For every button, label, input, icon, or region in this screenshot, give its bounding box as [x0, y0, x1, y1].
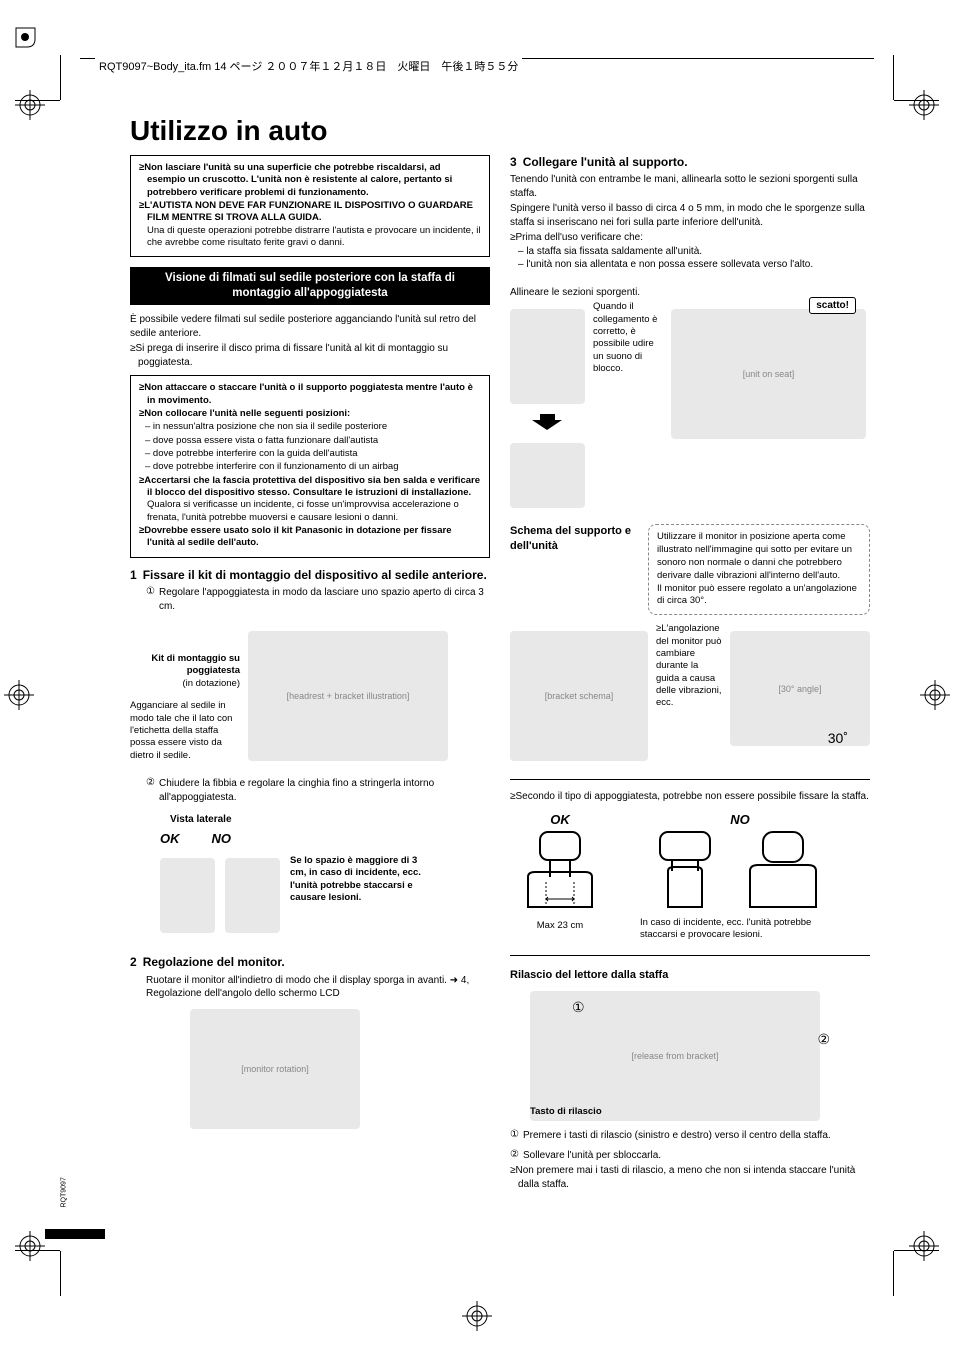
section-header: Visione di filmati sul sedile posteriore…	[130, 267, 490, 305]
down-arrow-icon	[510, 412, 585, 432]
warn-subitem: – dove possa essere vista o fatta funzio…	[139, 435, 481, 447]
warn-subitem: – dove potrebbe interferire con la guida…	[139, 448, 481, 460]
step-title: Fissare il kit di montaggio del disposit…	[143, 568, 487, 582]
warn-item: ≥Non lasciare l'unità su una superficie …	[139, 162, 481, 199]
warning-box-positions: ≥Non attaccare o staccare l'unità o il s…	[130, 375, 490, 557]
headrest-warning: In caso di incidente, ecc. l'unità potre…	[640, 917, 840, 942]
page-number: 14	[85, 1213, 98, 1227]
registration-mark	[909, 1231, 939, 1261]
release-button-label: Tasto di rilascio	[530, 1106, 602, 1117]
figure-align-closeup	[510, 443, 585, 508]
doc-code: RQT9097	[61, 1177, 68, 1207]
step-body: Ruotare il monitor all'indietro di modo …	[130, 974, 490, 1001]
warn-item: ≥Accertarsi che la fascia protettiva del…	[139, 475, 481, 524]
registration-mark	[462, 1301, 492, 1331]
page-title: Utilizzo in auto	[130, 115, 870, 147]
substep-text: Chiudere la fibbia e regolare la cinghia…	[159, 777, 490, 804]
registration-mark	[15, 90, 45, 120]
figure-schema: [bracket schema]	[510, 631, 648, 761]
warn-item: ≥Dovrebbe essere usato solo il kit Panas…	[139, 525, 481, 550]
step-number: 3	[510, 155, 517, 169]
no-label: NO	[212, 831, 232, 846]
headrest-note: ≥Secondo il tipo di appoggiatesta, potre…	[510, 790, 870, 804]
warn-item: ≥L'AUTISTA NON DEVE FAR FUNZIONARE IL DI…	[139, 200, 481, 249]
warn-subitem: – dove potrebbe interferire con il funzi…	[139, 461, 481, 473]
schema-label: Schema del supporto e dell'unità	[510, 524, 640, 554]
warn-item: ≥Non collocare l'unità nelle seguenti po…	[139, 408, 481, 420]
registration-mark	[4, 680, 34, 710]
release-note: ≥Non premere mai i tasti di rilascio, a …	[510, 1164, 870, 1191]
substep-text: Regolare l'appoggiatesta in modo da lasc…	[159, 586, 490, 613]
ok-label: OK	[510, 812, 610, 827]
ok-label: OK	[160, 831, 180, 846]
substep-number: ①	[510, 1129, 519, 1145]
no-label: NO	[640, 812, 840, 827]
warn-item: ≥Non attaccare o staccare l'unità o il s…	[139, 382, 481, 407]
registration-mark	[15, 1231, 45, 1261]
hook-caption: Agganciare al sedile in modo tale che il…	[130, 700, 240, 762]
substep-number: ②	[510, 1149, 519, 1165]
figure-ok-gap	[160, 858, 215, 933]
registration-mark	[909, 90, 939, 120]
substep-number: ①	[146, 586, 155, 615]
check-intro: ≥Prima dell'uso verificare che:	[510, 231, 870, 245]
check-item: – la staffa sia fissata saldamente all'u…	[510, 245, 870, 259]
release-marker-1: ①	[572, 999, 585, 1016]
click-label: scatto!	[809, 297, 856, 314]
intro-note: ≥Si prega di inserire il disco prima di …	[130, 342, 490, 369]
side-view-label: Vista laterale	[170, 814, 490, 825]
step-body: Tenendo l'unità con entrambe le mani, al…	[510, 173, 870, 200]
intro-text: È possibile vedere filmati sul sedile po…	[130, 313, 490, 340]
figure-headrest-no2	[738, 827, 828, 917]
angle-value: 30˚	[828, 730, 848, 746]
page-sub-number: 86	[90, 1232, 98, 1239]
click-caption: Quando il collegamento è corretto, è pos…	[593, 301, 663, 445]
step-number: 1	[130, 568, 137, 582]
figure-align-detail	[510, 309, 585, 404]
step-title: Regolazione del monitor.	[143, 955, 285, 969]
figure-no-gap	[225, 858, 280, 933]
figure-headrest-no1	[640, 827, 730, 917]
release-step: Premere i tasti di rilascio (sinistro e …	[523, 1129, 831, 1143]
kit-label: Kit di montaggio su poggiatesta	[151, 653, 240, 676]
figure-angle: [30° angle]	[730, 631, 870, 746]
figure-monitor-rotate: [monitor rotation]	[190, 1009, 360, 1129]
header-meta: RQT9097~Body_ita.fm 14 ページ ２００７年１２月１８日 火…	[95, 58, 522, 74]
gap-warning: Se lo spazio è maggiore di 3 cm, in caso…	[290, 855, 435, 904]
release-marker-2: ②	[817, 1031, 830, 1048]
step-title: Collegare l'unità al supporto.	[523, 155, 688, 169]
corner-decoration	[15, 27, 45, 57]
figure-headrest-ok	[510, 827, 610, 917]
warn-subitem: – in nessun'altra posizione che non sia …	[139, 421, 481, 433]
registration-mark	[920, 680, 950, 710]
figure-seat-mounted: [unit on seat]	[671, 309, 866, 439]
kit-sublabel: (in dotazione)	[182, 678, 240, 689]
release-title: Rilascio del lettore dalla staffa	[510, 968, 870, 983]
max-width-label: Max 23 cm	[510, 920, 610, 932]
angle-note-box: Utilizzare il monitor in posizione apert…	[648, 524, 870, 615]
step-number: 2	[130, 955, 137, 969]
substep-number: ②	[146, 777, 155, 806]
release-step: Sollevare l'unità per sbloccarla.	[523, 1149, 661, 1163]
angle-caption: ≥L'angolazione del monitor può cambiare …	[656, 623, 724, 752]
figure-headrest-mount: [headrest + bracket illustration]	[248, 631, 448, 761]
step-body: Spingere l'unità verso il basso di circa…	[510, 202, 870, 229]
check-item: – l'unità non sia allentata e non possa …	[510, 258, 870, 272]
warning-box-top: ≥Non lasciare l'unità su una superficie …	[130, 155, 490, 257]
